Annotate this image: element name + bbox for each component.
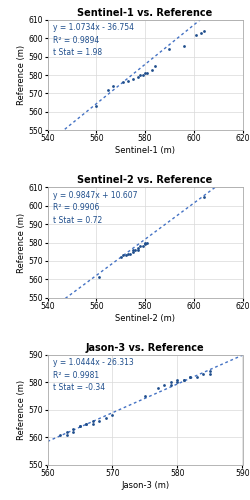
Point [106,86,110,94]
Point [202,370,205,378]
Point [91,417,95,425]
Point [168,46,172,54]
Point [208,370,212,378]
Point [118,253,122,261]
Point [169,381,173,389]
Point [104,414,108,422]
Point [138,242,142,250]
Point [128,250,132,258]
Point [131,248,135,256]
Point [78,422,82,430]
Point [202,192,205,200]
Point [126,250,130,258]
Point [136,246,140,254]
Point [169,378,173,386]
Point [58,430,62,438]
Text: y = 1.0734x - 36.754
R² = 0.9894
t Stat = 1.98: y = 1.0734x - 36.754 R² = 0.9894 t Stat … [53,24,134,58]
Point [84,420,88,428]
Point [143,392,147,400]
Title: Sentinel-1 vs. Reference: Sentinel-1 vs. Reference [78,8,212,18]
Point [156,384,160,392]
Point [121,252,125,260]
X-axis label: Sentinel-1 (m): Sentinel-1 (m) [115,146,175,155]
Point [182,376,186,384]
Point [195,373,199,381]
Point [78,422,82,430]
Point [131,74,135,82]
Text: y = 0.9847x + 10.607
R² = 0.9906
t Stat = 0.72: y = 0.9847x + 10.607 R² = 0.9906 t Stat … [53,190,138,224]
Title: Sentinel-2 vs. Reference: Sentinel-2 vs. Reference [78,176,212,186]
Point [98,417,102,425]
Text: y = 1.0444x - 26.313
R² = 0.9981
t Stat = -0.34: y = 1.0444x - 26.313 R² = 0.9981 t Stat … [53,358,134,392]
Point [140,71,144,79]
X-axis label: Jason-3 (m): Jason-3 (m) [121,481,169,490]
Point [176,378,180,386]
Point [97,274,101,281]
Point [133,246,137,254]
Point [121,78,125,86]
Point [72,428,76,436]
Point [65,430,69,438]
X-axis label: Sentinel-2 (m): Sentinel-2 (m) [115,314,175,322]
Point [143,69,147,77]
Y-axis label: Reference (m): Reference (m) [17,45,26,105]
Point [91,420,95,428]
Y-axis label: Reference (m): Reference (m) [17,212,26,272]
Point [65,428,69,436]
Point [188,373,192,381]
Point [199,29,203,37]
Point [150,66,154,74]
Point [153,62,157,70]
Point [126,76,130,84]
Point [143,240,147,248]
Point [111,82,115,90]
Point [162,381,166,389]
Point [110,412,114,420]
Point [146,69,150,77]
Point [131,246,135,254]
Point [72,425,76,433]
Point [176,376,180,384]
Point [182,376,186,384]
Title: Jason-3 vs. Reference: Jason-3 vs. Reference [86,342,204,352]
Point [182,42,186,50]
Point [124,252,128,260]
Point [202,27,205,35]
Point [208,368,212,376]
Point [138,71,142,79]
Point [140,242,144,250]
Point [146,238,150,246]
Point [143,238,147,246]
Point [94,102,98,110]
Point [194,30,198,38]
Point [188,373,192,381]
Point [84,420,88,428]
Point [136,244,140,252]
Point [136,73,140,81]
Y-axis label: Reference (m): Reference (m) [17,380,26,440]
